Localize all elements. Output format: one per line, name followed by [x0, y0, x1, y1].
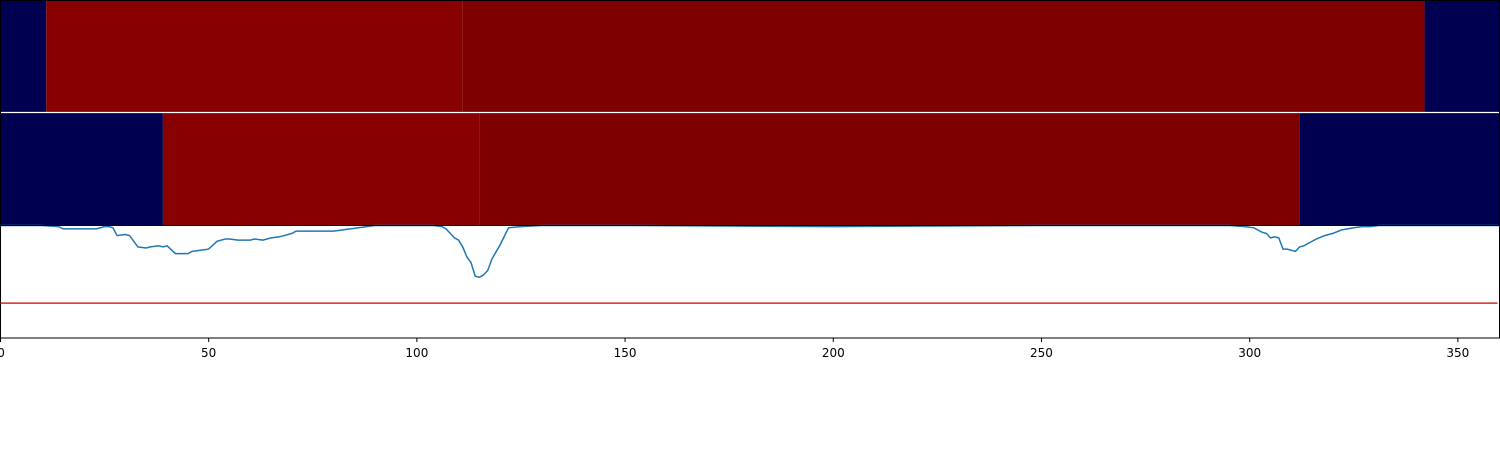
x-axis: 0 50 100 150 200 250 300 350 — [0, 338, 1469, 360]
x-tick-label: 150 — [614, 346, 637, 360]
series-line — [0, 224, 1500, 279]
heatmap-cell-low — [0, 113, 163, 226]
heatmap-cell-low — [1424, 0, 1500, 113]
x-tick-label: 350 — [1446, 346, 1469, 360]
x-tick-label: 50 — [201, 346, 216, 360]
line-panel-frame — [0, 225, 1500, 339]
heatmap-row — [0, 113, 1500, 226]
line-panel — [0, 224, 1500, 339]
x-tick-label: 200 — [822, 346, 845, 360]
heatmap-cell-high-b — [462, 0, 1425, 113]
x-tick-label: 300 — [1238, 346, 1261, 360]
heatmap — [0, 0, 1500, 226]
heatmap-row — [0, 0, 1500, 113]
heatmap-cell-high-a — [46, 0, 463, 113]
heatmap-cell-low — [0, 0, 47, 113]
x-tick-label: 250 — [1030, 346, 1053, 360]
x-tick-label: 100 — [405, 346, 428, 360]
heatmap-cell-low — [1299, 113, 1500, 226]
x-tick-label: 0 — [0, 346, 5, 360]
heatmap-cell-high-b — [479, 113, 1300, 226]
heatmap-cell-high-a — [162, 113, 480, 226]
